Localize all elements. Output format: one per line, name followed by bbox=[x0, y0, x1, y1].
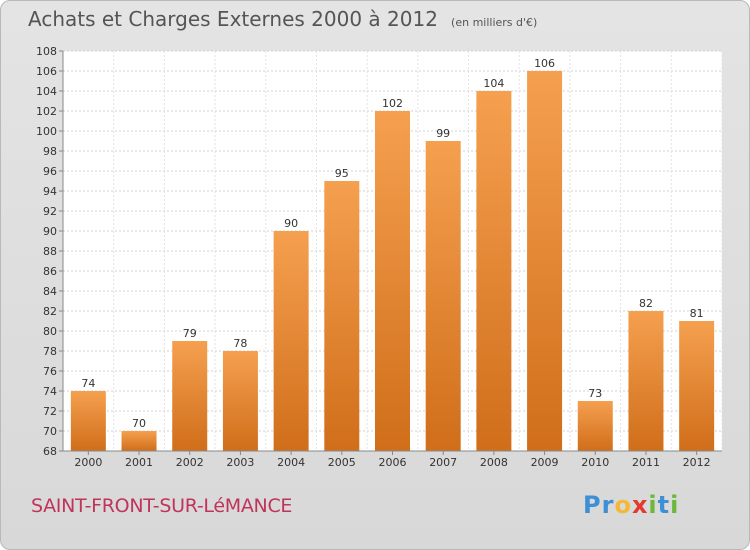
logo-letter: o bbox=[614, 491, 632, 519]
bar-value-label: 90 bbox=[284, 217, 298, 230]
y-tick-label: 72 bbox=[43, 405, 57, 418]
bar bbox=[70, 391, 106, 451]
y-tick-label: 96 bbox=[43, 165, 57, 178]
chart-subtitle: (en milliers d'€) bbox=[451, 16, 538, 29]
x-tick-label: 2010 bbox=[581, 456, 609, 469]
chart-title: Achats et Charges Externes 2000 à 2012 bbox=[28, 7, 438, 31]
bar-value-label: 82 bbox=[639, 297, 653, 310]
bar-value-label: 106 bbox=[534, 57, 555, 70]
x-tick-label: 2006 bbox=[379, 456, 407, 469]
bar-value-label: 104 bbox=[483, 77, 504, 90]
logo-letter: i bbox=[648, 491, 658, 519]
y-tick-label: 86 bbox=[43, 265, 57, 278]
y-tick-label: 84 bbox=[43, 285, 57, 298]
y-tick-label: 74 bbox=[43, 385, 57, 398]
logo-letter: r bbox=[601, 491, 615, 519]
x-tick-label: 2009 bbox=[531, 456, 559, 469]
logo-letter: i bbox=[670, 491, 680, 519]
bar bbox=[222, 351, 258, 451]
proxiti-logo: Proxiti bbox=[583, 491, 679, 519]
bar-value-label: 99 bbox=[436, 127, 450, 140]
bar-value-label: 79 bbox=[183, 327, 197, 340]
y-tick-label: 80 bbox=[43, 325, 57, 338]
y-tick-label: 76 bbox=[43, 365, 57, 378]
bar bbox=[121, 431, 157, 451]
bar bbox=[679, 321, 715, 451]
x-tick-label: 2002 bbox=[176, 456, 204, 469]
bar bbox=[273, 231, 309, 451]
bar-value-label: 81 bbox=[690, 307, 704, 320]
y-tick-label: 102 bbox=[36, 105, 57, 118]
x-tick-label: 2008 bbox=[480, 456, 508, 469]
x-tick-label: 2001 bbox=[125, 456, 153, 469]
x-tick-label: 2003 bbox=[226, 456, 254, 469]
y-tick-label: 68 bbox=[43, 445, 57, 458]
bar bbox=[527, 71, 563, 451]
bar-value-label: 95 bbox=[335, 167, 349, 180]
y-tick-label: 82 bbox=[43, 305, 57, 318]
x-tick-label: 2000 bbox=[74, 456, 102, 469]
y-tick-label: 70 bbox=[43, 425, 57, 438]
x-tick-label: 2005 bbox=[328, 456, 356, 469]
y-tick-label: 106 bbox=[36, 65, 57, 78]
y-tick-label: 98 bbox=[43, 145, 57, 158]
y-tick-label: 78 bbox=[43, 345, 57, 358]
y-tick-label: 100 bbox=[36, 125, 57, 138]
x-tick-label: 2012 bbox=[683, 456, 711, 469]
bar bbox=[172, 341, 208, 451]
x-tick-label: 2007 bbox=[429, 456, 457, 469]
y-tick-label: 108 bbox=[36, 45, 57, 58]
logo-letter: x bbox=[631, 491, 649, 519]
bar bbox=[375, 111, 410, 451]
bar-value-label: 73 bbox=[588, 387, 602, 400]
y-tick-label: 90 bbox=[43, 225, 57, 238]
bar bbox=[476, 91, 512, 451]
bar-value-label: 78 bbox=[233, 337, 247, 350]
y-tick-label: 94 bbox=[43, 185, 57, 198]
y-tick-label: 104 bbox=[36, 85, 57, 98]
logo-letter: t bbox=[657, 491, 671, 519]
chart-title-row: Achats et Charges Externes 2000 à 2012 (… bbox=[28, 7, 537, 31]
logo-letter: P bbox=[583, 491, 602, 519]
bar-value-label: 102 bbox=[382, 97, 403, 110]
y-tick-label: 88 bbox=[43, 245, 57, 258]
y-tick-label: 92 bbox=[43, 205, 57, 218]
x-tick-label: 2011 bbox=[632, 456, 660, 469]
x-tick-label: 2004 bbox=[277, 456, 305, 469]
bar bbox=[577, 401, 613, 451]
bar bbox=[425, 141, 461, 451]
commune-name: SAINT-FRONT-SUR-LéMANCE bbox=[31, 495, 293, 517]
bar-value-label: 74 bbox=[81, 377, 95, 390]
bar bbox=[324, 181, 360, 451]
bar bbox=[628, 311, 664, 451]
bar-value-label: 70 bbox=[132, 417, 146, 430]
